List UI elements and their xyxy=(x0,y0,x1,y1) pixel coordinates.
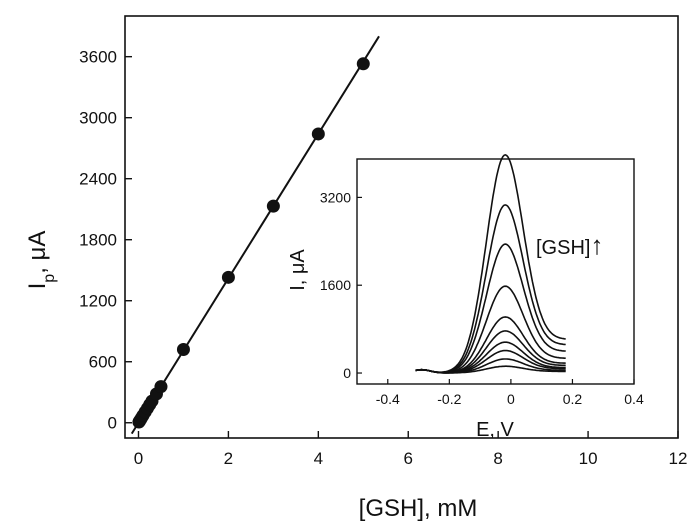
main-x-tick-label: 6 xyxy=(404,449,413,468)
inset-plot-frame xyxy=(356,158,635,385)
main-data-point xyxy=(311,127,325,141)
main-x-axis-title: [GSH], mM xyxy=(359,495,478,522)
inset-axis-ticks: -0.4 -0.2 0 0.2 0.4 0 1600 3200 xyxy=(320,189,644,407)
inset-voltammogram-curves xyxy=(415,154,566,374)
main-y-axis-title: Ip, μA xyxy=(24,231,58,290)
main-x-tick-label: 2 xyxy=(224,449,233,468)
main-axis-ticks: 0 2 4 6 8 10 12 0 600 1200 1800 2400 3000 3600 xyxy=(79,48,687,468)
main-y-tick-label: 2400 xyxy=(79,170,117,189)
main-plot-frame xyxy=(124,15,679,439)
main-x-tick-label: 8 xyxy=(493,449,502,468)
main-data-point xyxy=(266,199,280,213)
inset-curve xyxy=(415,154,566,373)
inset-annotation-label: [GSH]↑ xyxy=(536,230,603,260)
inset-x-axis-title: E, V xyxy=(476,419,514,441)
inset-y-tick-label: 0 xyxy=(343,365,351,381)
main-y-tick-label: 0 xyxy=(108,414,117,433)
main-x-tick-label: 4 xyxy=(314,449,323,468)
main-fit-line-group xyxy=(130,35,380,435)
main-x-tick-label: 12 xyxy=(669,449,688,468)
inset-y-tick-label: 3200 xyxy=(320,189,351,205)
main-data-points xyxy=(132,57,370,429)
inset-annotation-text: [GSH] xyxy=(536,237,590,259)
main-y-axis-title-unit: , μA xyxy=(24,231,51,274)
main-y-tick-label: 3600 xyxy=(79,48,117,67)
inset-y-axis-title: I, μA xyxy=(287,249,309,291)
inset-x-tick-label: -0.2 xyxy=(437,391,461,407)
inset-y-tick-label: 1600 xyxy=(320,277,351,293)
inset-x-tick-label: 0.4 xyxy=(624,391,644,407)
inset-x-tick-label: 0 xyxy=(507,391,515,407)
main-y-tick-label: 600 xyxy=(89,353,117,372)
main-data-point xyxy=(221,270,235,284)
inset-x-tick-label: 0.2 xyxy=(563,391,583,407)
main-data-point xyxy=(154,380,168,394)
main-y-tick-label: 1800 xyxy=(79,231,117,250)
inset-x-tick-label: -0.4 xyxy=(376,391,400,407)
main-x-tick-label: 10 xyxy=(579,449,598,468)
main-y-axis-title-subscript: p xyxy=(41,274,58,283)
main-fit-line xyxy=(130,35,380,435)
inset-annotation-arrow: ↑ xyxy=(590,230,603,260)
main-x-tick-label: 0 xyxy=(134,449,143,468)
main-data-point xyxy=(356,57,370,71)
inset-chart: -0.4 -0.2 0 0.2 0.4 0 1600 3200 E, V I, μA [GSH… xyxy=(287,154,644,441)
main-chart: 0 2 4 6 8 10 12 0 600 1200 1800 2400 3000 3600 [GSH],… xyxy=(24,15,687,522)
main-y-tick-label: 1200 xyxy=(79,292,117,311)
main-data-point xyxy=(176,343,190,357)
main-y-tick-label: 3000 xyxy=(79,109,117,128)
main-y-axis-title-symbol: I xyxy=(24,283,51,290)
